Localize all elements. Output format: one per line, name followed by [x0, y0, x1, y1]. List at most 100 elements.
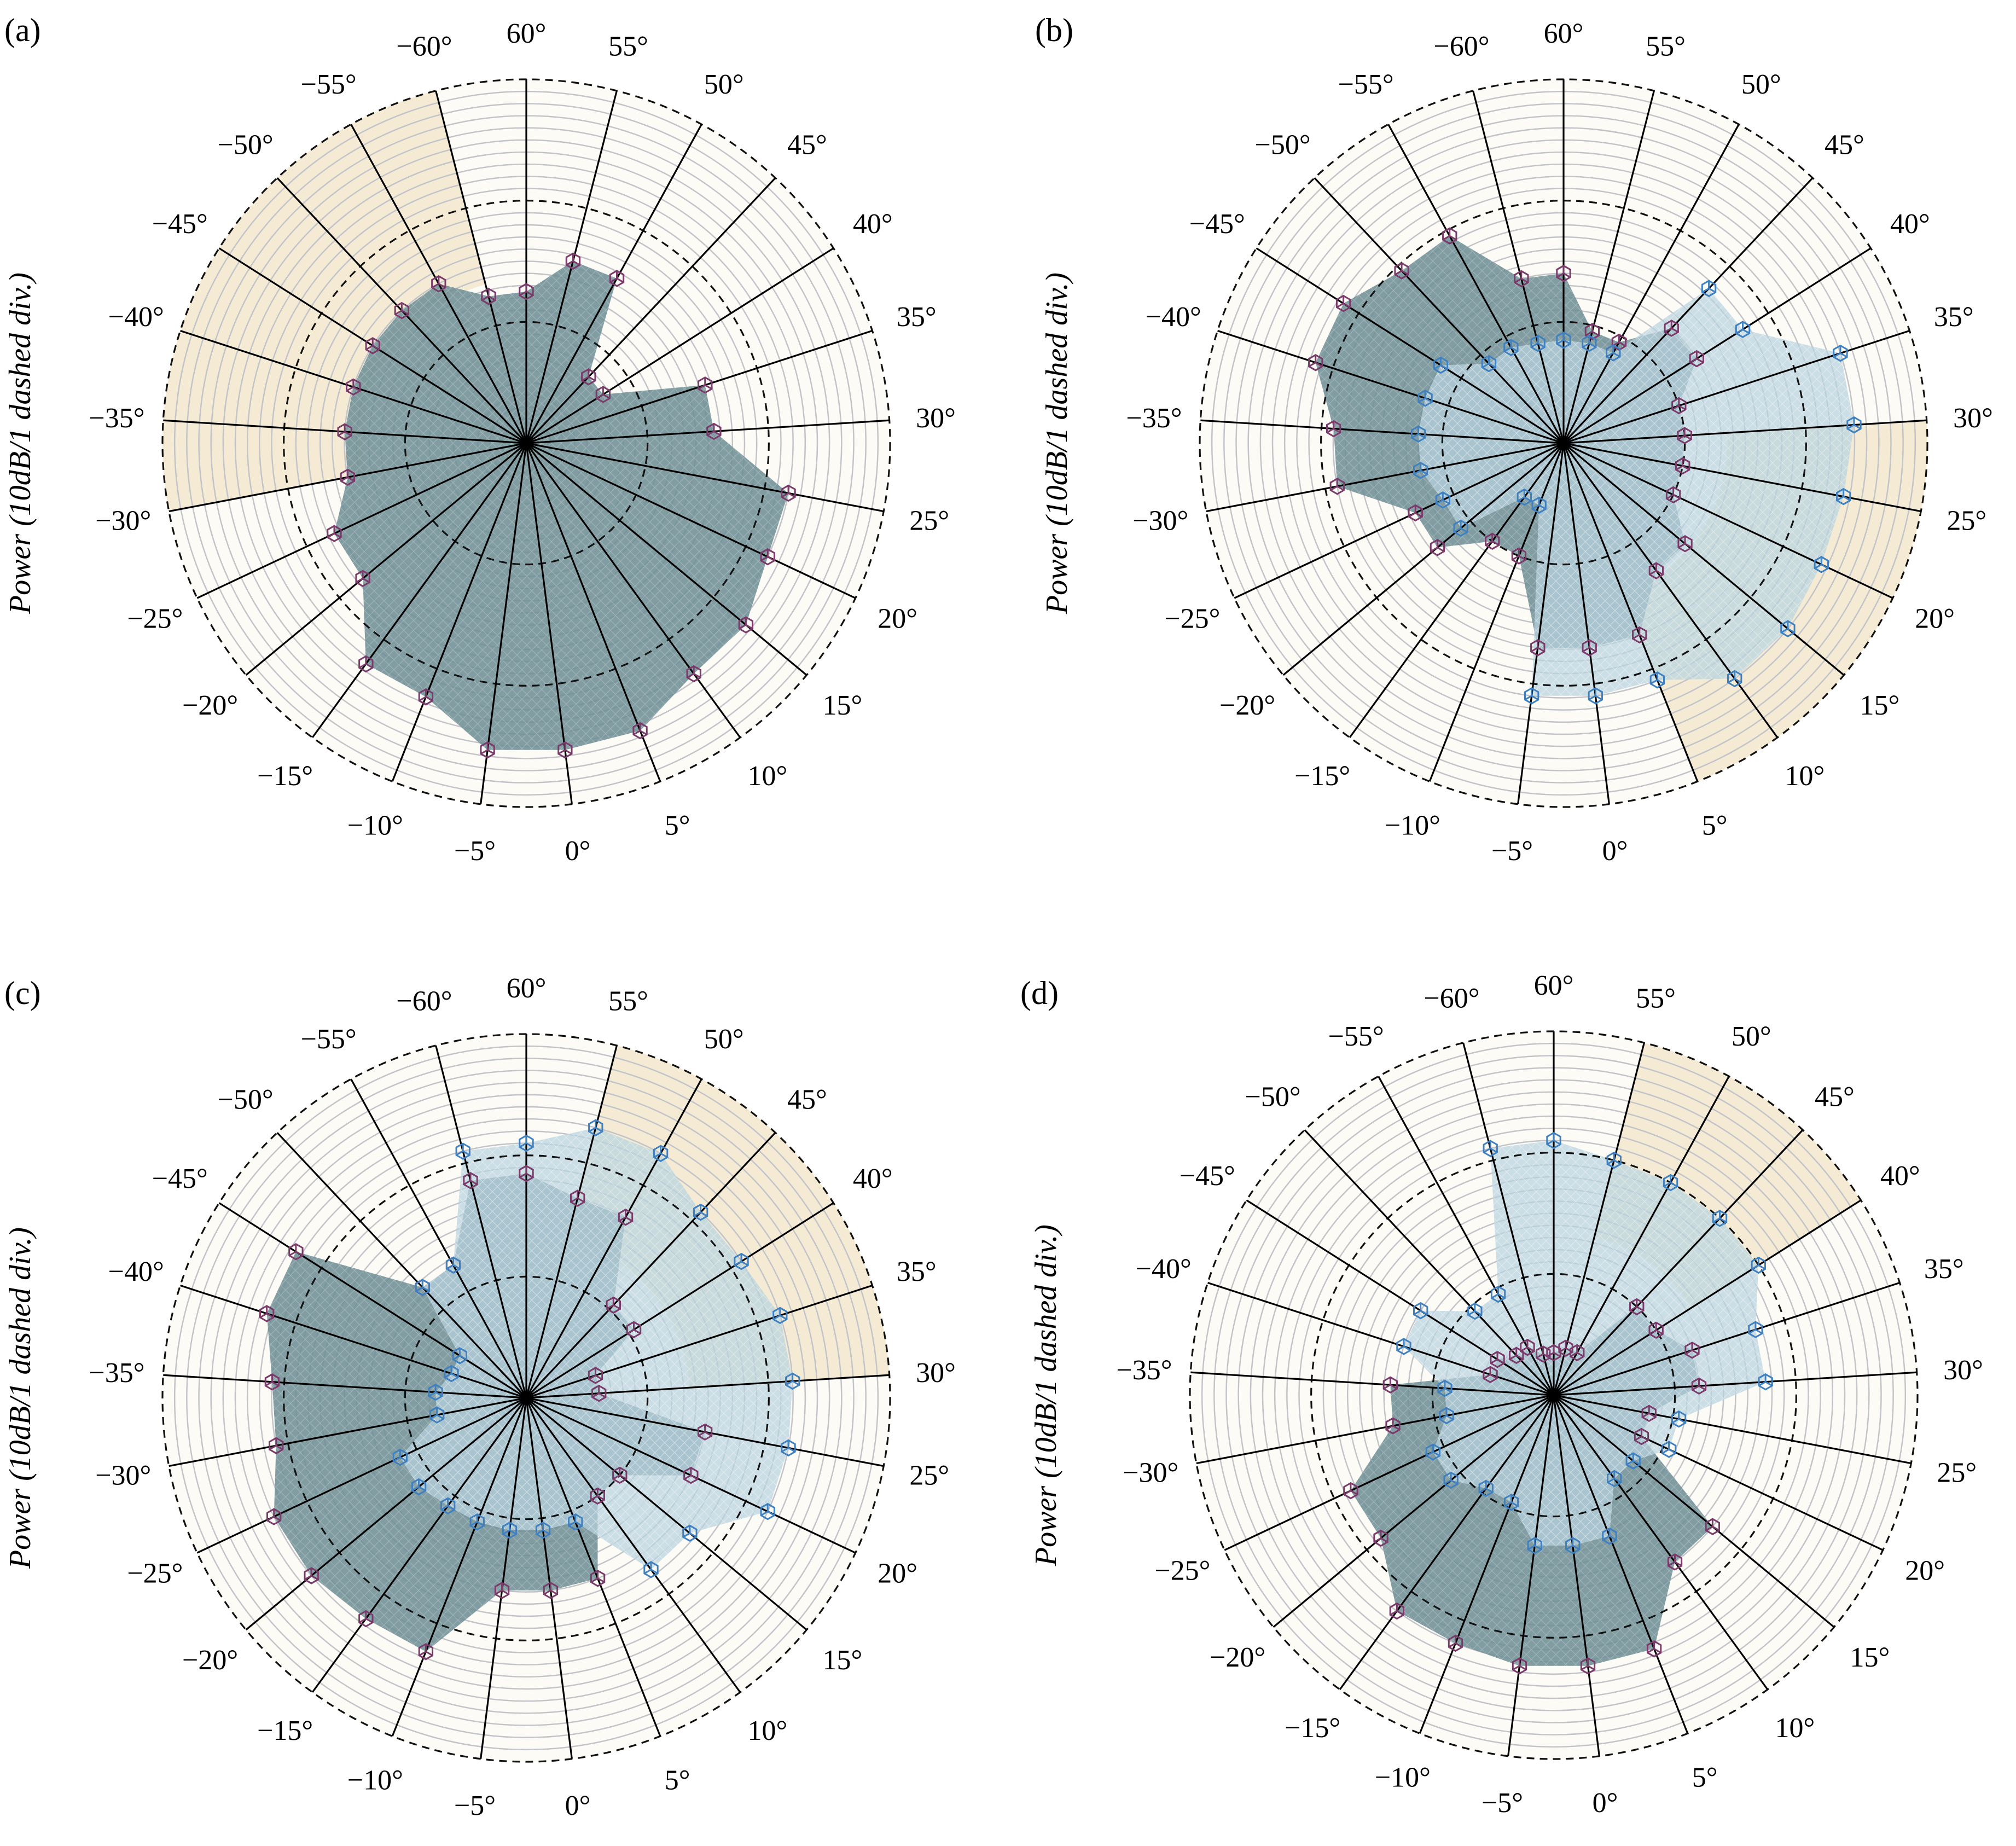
- data-point-marker: [355, 570, 370, 588]
- angle-spoke: [525, 1397, 807, 1631]
- angle-tick-label: −60°: [1424, 983, 1479, 1014]
- data-point-marker: [1641, 1404, 1657, 1422]
- angle-tick-label: −40°: [108, 1256, 164, 1287]
- angle-tick-label: 25°: [1947, 506, 1986, 537]
- angle-spoke: [1553, 1395, 1600, 1756]
- angle-tick-label: −25°: [1154, 1555, 1210, 1586]
- angle-tick-label: 50°: [1732, 1021, 1771, 1052]
- data-point-marker: [358, 655, 374, 673]
- angle-spoke: [311, 443, 527, 738]
- angle-spoke: [526, 442, 856, 599]
- angle-spoke: [1200, 419, 1564, 444]
- angle-tick-label: 20°: [878, 1558, 917, 1589]
- data-point-marker: [1675, 457, 1690, 475]
- angle-tick-label: 0°: [1602, 835, 1628, 867]
- angle-spoke: [391, 1397, 527, 1737]
- angle-tick-label: −15°: [1294, 761, 1350, 792]
- data-point-marker: [1632, 626, 1647, 644]
- data-point-marker: [1520, 1338, 1535, 1356]
- angle-spoke: [525, 1397, 661, 1737]
- data-point-marker: [1814, 556, 1829, 573]
- angle-spoke: [525, 1045, 618, 1398]
- angle-tick-label: 60°: [507, 18, 547, 49]
- angle-tick-label: −50°: [218, 1084, 274, 1115]
- angle-spoke: [526, 329, 873, 444]
- angle-tick-label: 40°: [1880, 1160, 1920, 1192]
- angle-tick-label: −50°: [218, 129, 274, 160]
- data-point-marker: [431, 275, 446, 293]
- data-point-marker: [612, 1466, 628, 1484]
- angle-tick-label: 45°: [1815, 1081, 1855, 1112]
- angle-tick-label: −30°: [1123, 1458, 1178, 1489]
- angle-tick-label: 0°: [1593, 1787, 1618, 1819]
- angle-spoke: [1517, 443, 1565, 804]
- data-point-marker: [1565, 1537, 1581, 1554]
- data-point-marker: [1584, 323, 1600, 340]
- data-point-marker: [1588, 687, 1603, 705]
- data-point-marker: [618, 1209, 634, 1226]
- data-point-marker: [264, 1373, 280, 1391]
- angle-tick-label: −50°: [1255, 129, 1311, 160]
- angle-tick-label: −10°: [347, 810, 403, 841]
- data-point-marker: [415, 1279, 431, 1296]
- angle-tick-label: −25°: [1164, 603, 1220, 634]
- data-point-marker: [1665, 486, 1681, 504]
- data-point-marker: [1335, 294, 1351, 312]
- angle-spoke: [1206, 442, 1564, 513]
- data-point-marker: [609, 270, 625, 287]
- angle-spoke: [525, 1078, 702, 1398]
- angle-spoke: [1273, 1394, 1555, 1628]
- data-point-marker: [1582, 639, 1597, 657]
- angle-tick-label: −5°: [1482, 1787, 1523, 1819]
- angle-tick-label: −10°: [347, 1764, 403, 1796]
- data-point-marker: [1437, 1379, 1453, 1397]
- angle-tick-label: −40°: [1136, 1253, 1192, 1285]
- data-point-marker: [568, 1513, 583, 1531]
- data-point-marker: [1648, 1321, 1664, 1339]
- angle-tick-label: 40°: [853, 208, 893, 240]
- panel-label: (a): [4, 12, 41, 48]
- angle-spoke: [1553, 1129, 1804, 1396]
- data-point-marker: [1511, 547, 1527, 565]
- data-point-marker: [1661, 1441, 1677, 1458]
- data-point-marker: [469, 1513, 485, 1531]
- angle-spoke: [1562, 124, 1740, 444]
- angle-tick-label: −55°: [301, 69, 357, 100]
- angle-tick-label: 55°: [608, 31, 648, 62]
- angle-tick-label: 50°: [704, 1024, 744, 1055]
- y-axis-label: Power (10dB/1 dashed div.): [1029, 1224, 1063, 1566]
- angle-spoke: [391, 443, 527, 782]
- data-point-marker: [734, 1252, 749, 1270]
- data-point-marker: [686, 665, 701, 683]
- angle-tick-label: 15°: [1860, 690, 1899, 721]
- angle-tick-label: −45°: [152, 208, 208, 240]
- data-point-marker: [606, 1296, 621, 1314]
- data-point-marker: [1607, 1470, 1622, 1488]
- data-point-marker: [1691, 1377, 1707, 1395]
- data-point-marker: [1524, 687, 1539, 705]
- y-axis-label: Power (10dB/1 dashed div.): [3, 1227, 37, 1569]
- data-point-marker: [418, 1642, 434, 1661]
- data-point-marker: [1512, 1657, 1527, 1675]
- angle-spoke: [1563, 442, 1921, 513]
- highlight-sector: [162, 90, 486, 512]
- data-point-marker: [1483, 1140, 1498, 1157]
- data-point-marker: [1580, 1657, 1596, 1675]
- angle-tick-label: −30°: [1132, 506, 1188, 537]
- data-point-marker: [1689, 350, 1704, 368]
- data-point-marker: [543, 1582, 559, 1599]
- data-point-marker: [358, 1610, 374, 1628]
- data-point-marker: [1514, 270, 1529, 288]
- angle-spoke: [1507, 1395, 1555, 1756]
- data-point-marker: [1705, 1518, 1721, 1535]
- data-point-marker: [1527, 1537, 1542, 1554]
- y-axis-label: Power (10dB/1 dashed div.): [3, 272, 37, 614]
- angle-spoke: [1472, 90, 1565, 444]
- angle-tick-label: −35°: [1126, 403, 1182, 434]
- angle-tick-label: 25°: [1937, 1458, 1977, 1489]
- data-point-marker: [588, 1119, 603, 1136]
- data-point-marker: [1663, 1174, 1678, 1192]
- angle-tick-label: −45°: [1189, 208, 1245, 240]
- data-point-marker: [1430, 539, 1445, 556]
